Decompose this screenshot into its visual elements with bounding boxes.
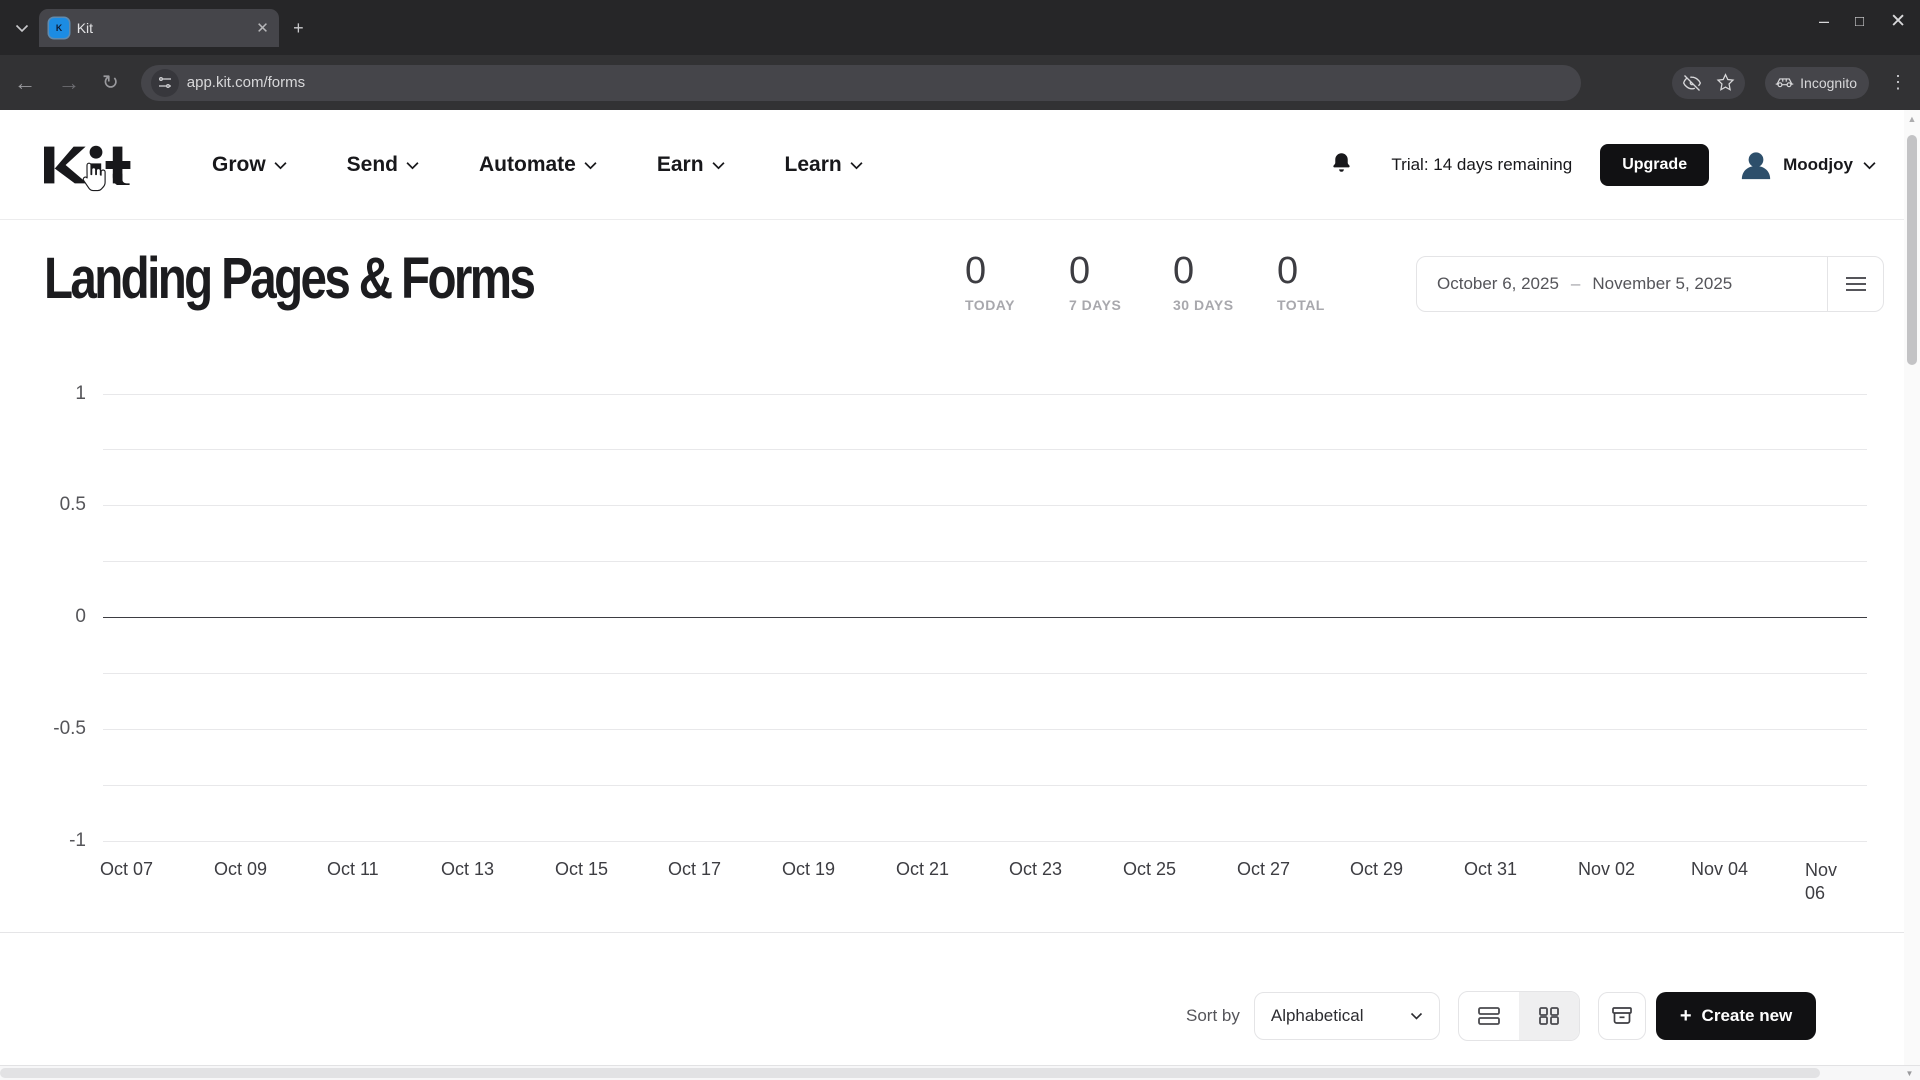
svg-text:K: K xyxy=(56,23,63,33)
